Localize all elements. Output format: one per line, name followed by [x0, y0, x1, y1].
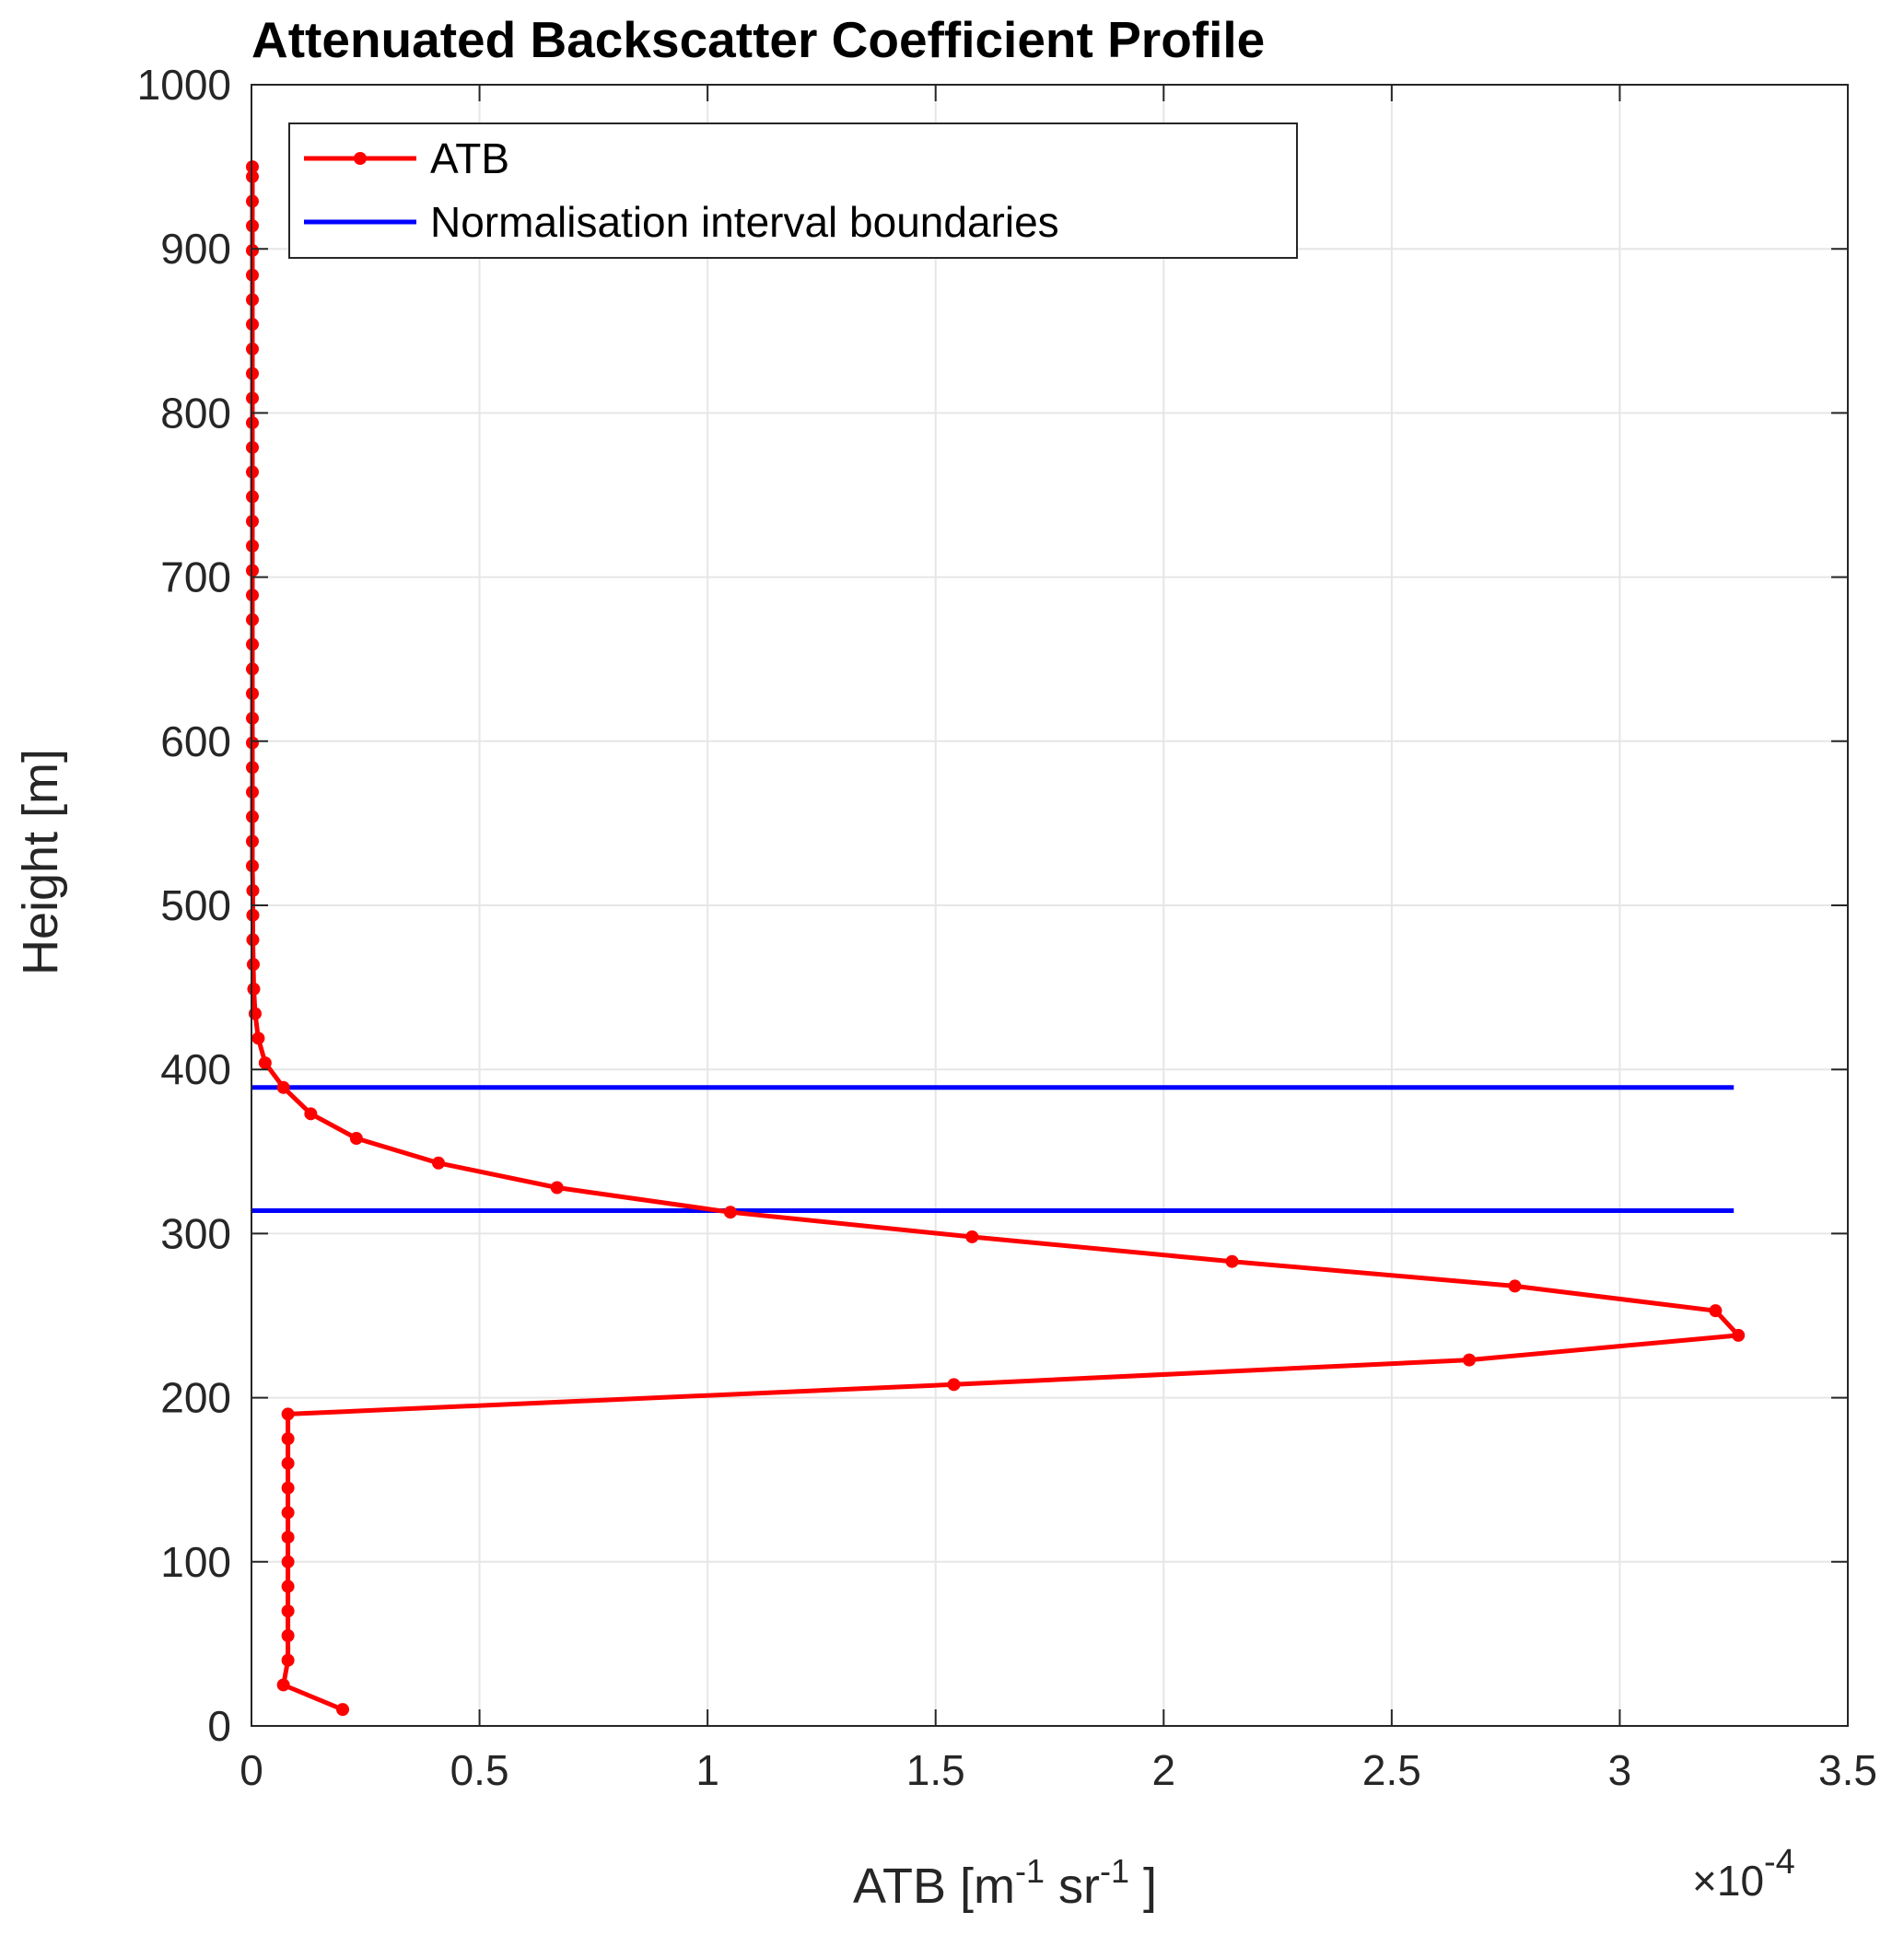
atb-point: [281, 1604, 295, 1618]
y-tick-label: 900: [160, 225, 231, 273]
x-tick-label: 3.5: [1818, 1746, 1877, 1794]
atb-point: [723, 1206, 737, 1219]
atb-point: [281, 1531, 295, 1545]
x-tick-label: 1: [695, 1746, 719, 1794]
atb-point: [281, 1432, 295, 1446]
legend-box: [288, 122, 1298, 259]
x-tick-label: 0: [239, 1746, 263, 1794]
atb-point: [258, 1056, 272, 1070]
atb-point: [965, 1230, 979, 1243]
atb-point: [304, 1107, 318, 1121]
y-tick-label: 600: [160, 717, 231, 765]
chart-title: Attenuated Backscatter Coefficient Profi…: [251, 11, 1265, 68]
normalisation-boundary-lines: [251, 1085, 1735, 1213]
atb-point: [281, 1481, 295, 1495]
atb-point: [276, 1080, 290, 1094]
atb-point: [1463, 1353, 1477, 1367]
y-tick-label: 800: [160, 389, 231, 437]
atb-point: [246, 908, 260, 922]
y-tick-label: 400: [160, 1045, 231, 1093]
legend-atb-marker: [354, 152, 367, 165]
x-tick-label: 1.5: [906, 1746, 965, 1794]
atb-point: [336, 1703, 350, 1717]
atb-point: [432, 1156, 446, 1170]
atb-point: [246, 883, 260, 897]
atb-point: [550, 1181, 564, 1195]
atb-point: [1225, 1254, 1239, 1268]
atb-point: [1508, 1279, 1522, 1293]
y-tick-label: 0: [207, 1702, 231, 1750]
atb-point: [281, 1407, 295, 1421]
x-axis-multiplier: ×10-4: [1692, 1843, 1795, 1905]
axis-ticks: 0 0.5 1 1.5 2 2.5 3 3.5 0 100 200 300 400 500 600 700 80…: [137, 61, 1877, 1794]
legend-boundaries-label: Normalisation interval boundaries: [430, 198, 1059, 246]
atb-point: [276, 1678, 290, 1692]
x-axis-label: ATB [m-1 sr-1 ]: [853, 1852, 1157, 1914]
y-tick-label: 500: [160, 881, 231, 929]
x-tick-label: 3: [1608, 1746, 1632, 1794]
y-tick-label: 200: [160, 1374, 231, 1422]
x-tick-label: 2: [1151, 1746, 1175, 1794]
x-tick-label: 2.5: [1362, 1746, 1421, 1794]
y-axis-label: Height [m]: [13, 749, 68, 975]
atb-point: [246, 958, 260, 972]
atb-point: [281, 1628, 295, 1642]
atb-point: [281, 1653, 295, 1667]
atb-point: [1709, 1304, 1723, 1318]
atb-point: [281, 1579, 295, 1593]
atb-point: [1732, 1328, 1746, 1342]
y-tick-label: 300: [160, 1209, 231, 1257]
atb-point: [281, 1456, 295, 1470]
y-tick-label: 100: [160, 1538, 231, 1586]
x-tick-label: 0.5: [450, 1746, 509, 1794]
atb-point: [246, 933, 260, 947]
legend: ATB Normalisation interval boundaries: [288, 122, 1298, 259]
legend-atb-label: ATB: [430, 134, 509, 182]
atb-point: [349, 1132, 363, 1146]
atb-point: [947, 1378, 961, 1392]
y-tick-label: 1000: [137, 61, 231, 109]
atb-point: [281, 1506, 295, 1520]
atb-point: [281, 1555, 295, 1568]
y-tick-label: 700: [160, 554, 231, 601]
atb-point: [251, 1032, 265, 1045]
atb-point: [247, 982, 261, 996]
